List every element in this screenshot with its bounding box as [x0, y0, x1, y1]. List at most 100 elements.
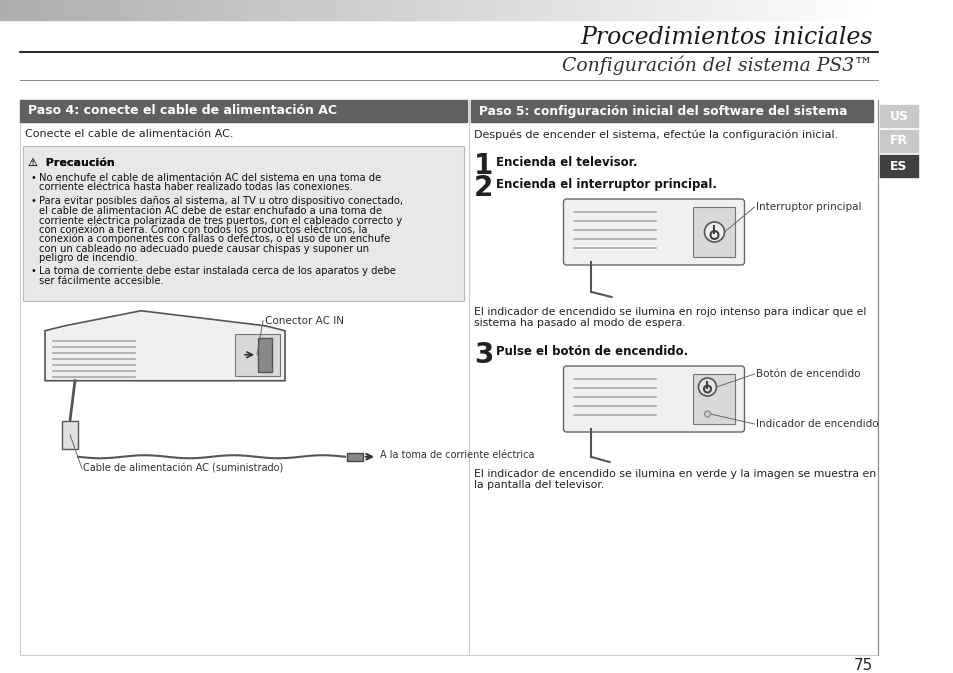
Bar	[202, 0, 207, 20]
Bar	[605, 0, 611, 20]
Bar	[285, 0, 291, 20]
Text: Botón de encendido: Botón de encendido	[756, 369, 861, 379]
Bar	[610, 0, 615, 20]
Bar	[136, 0, 141, 20]
Bar	[671, 0, 677, 20]
Bar	[425, 0, 431, 20]
Bar	[71, 0, 75, 20]
Bar	[395, 0, 400, 20]
Bar	[211, 0, 216, 20]
Text: Pulse el botón de encendido.: Pulse el botón de encendido.	[496, 345, 687, 358]
Bar	[57, 0, 62, 20]
Bar	[276, 0, 282, 20]
Bar	[197, 0, 203, 20]
Bar	[456, 0, 461, 20]
Bar	[298, 0, 304, 20]
Bar	[710, 0, 716, 20]
Text: Indicador de encendido: Indicador de encendido	[756, 419, 879, 429]
Text: ser fácilmente accesible.: ser fácilmente accesible.	[39, 276, 164, 286]
Bar	[30, 0, 36, 20]
Bar	[408, 0, 414, 20]
Text: corriente eléctrica polarizada de tres puertos, con el cableado correcto y: corriente eléctrica polarizada de tres p…	[39, 215, 402, 225]
Text: ES: ES	[889, 160, 907, 172]
Bar	[482, 0, 488, 20]
Bar	[693, 207, 735, 257]
Bar	[583, 0, 589, 20]
Bar	[39, 0, 45, 20]
Bar	[307, 0, 313, 20]
Bar	[435, 0, 439, 20]
Bar	[167, 0, 172, 20]
Bar	[535, 0, 540, 20]
Bar	[600, 0, 606, 20]
Bar	[636, 0, 641, 20]
Bar	[478, 0, 483, 20]
Bar	[430, 0, 436, 20]
Bar	[649, 0, 655, 20]
Bar	[500, 0, 505, 20]
Bar	[22, 0, 28, 20]
Text: conexión a componentes con fallas o defectos, o el uso de un enchufe: conexión a componentes con fallas o defe…	[39, 234, 390, 244]
Bar	[644, 0, 650, 20]
Bar	[438, 0, 444, 20]
Bar	[257, 338, 272, 371]
Bar	[5, 0, 10, 20]
Text: la pantalla del televisor.: la pantalla del televisor.	[474, 480, 603, 490]
Bar	[772, 0, 778, 20]
Bar	[566, 0, 571, 20]
Bar	[879, 105, 917, 127]
Bar	[312, 0, 316, 20]
Bar	[294, 0, 299, 20]
Bar	[9, 0, 14, 20]
Bar	[741, 0, 746, 20]
Bar	[662, 0, 668, 20]
Text: Paso 4: conecte el cable de alimentación AC: Paso 4: conecte el cable de alimentación…	[28, 104, 336, 118]
Bar	[219, 0, 225, 20]
Bar	[807, 0, 812, 20]
Bar	[241, 0, 247, 20]
Bar	[228, 0, 233, 20]
Circle shape	[703, 222, 723, 242]
Bar	[416, 0, 422, 20]
Bar	[737, 0, 742, 20]
Bar	[548, 0, 554, 20]
Text: ⚠  Precaución: ⚠ Precaución	[28, 158, 114, 168]
Bar	[570, 0, 576, 20]
Bar	[381, 0, 387, 20]
Bar	[359, 0, 365, 20]
Bar	[114, 0, 119, 20]
Bar	[351, 0, 356, 20]
Bar	[193, 0, 198, 20]
Text: 3: 3	[474, 341, 493, 369]
Bar	[171, 0, 176, 20]
Bar	[246, 0, 251, 20]
Bar	[254, 0, 260, 20]
Bar	[83, 0, 89, 20]
Bar	[320, 0, 326, 20]
Bar	[79, 0, 84, 20]
Bar	[391, 0, 395, 20]
Bar	[723, 0, 729, 20]
Bar	[698, 0, 702, 20]
Bar	[460, 0, 466, 20]
Bar	[386, 0, 392, 20]
Bar	[513, 0, 518, 20]
Bar	[553, 0, 558, 20]
Text: Después de encender el sistema, efectúe la configuración inicial.: Después de encender el sistema, efectúe …	[474, 130, 838, 140]
Circle shape	[703, 411, 710, 417]
Bar	[206, 0, 212, 20]
Text: sistema ha pasado al modo de espera.: sistema ha pasado al modo de espera.	[474, 318, 685, 328]
Bar	[745, 0, 751, 20]
Bar	[145, 0, 151, 20]
Bar	[337, 0, 343, 20]
Bar	[303, 0, 308, 20]
Bar	[759, 0, 764, 20]
FancyBboxPatch shape	[563, 199, 743, 265]
Bar	[868, 0, 874, 20]
Bar	[27, 0, 31, 20]
Bar	[720, 0, 724, 20]
Text: FR: FR	[889, 135, 907, 147]
Bar	[557, 0, 562, 20]
Text: peligro de incendio.: peligro de incendio.	[39, 253, 137, 263]
Bar	[315, 0, 321, 20]
